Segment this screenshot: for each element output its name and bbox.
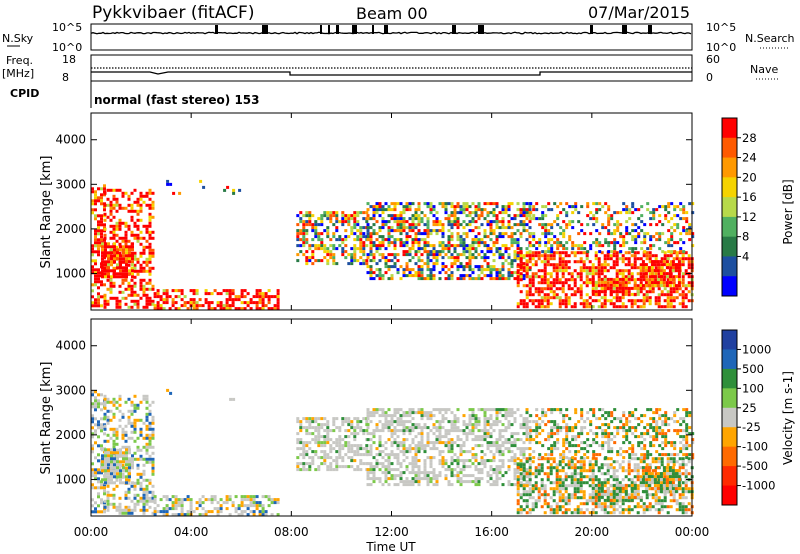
velocity-cells [91,388,695,517]
colorbar-swatch [722,427,737,448]
x-tick-label: 08:00 [274,525,309,539]
colorbar-swatch [722,197,737,218]
freq-trace [91,67,692,76]
power-colorbar: 28 24 20 16 12 8 4 [721,117,757,297]
power-panel: 4000 3000 2000 1000 Slant Range [km] 28 24 20… [39,112,795,311]
nsky-tick-bottom: 10^0 [52,41,82,54]
y-tick-label: 1000 [55,472,86,486]
nsky-label: N.Sky [2,32,34,45]
colorbar-swatch [722,466,737,487]
y-tick-label: 3000 [55,177,86,191]
colorbar-tick-label: 12 [742,210,757,224]
x-tick-label: 00:00 [74,525,109,539]
colorbar-tick-label: -100 [742,440,768,454]
station-title: Pykkvibaer (fitACF) [92,3,254,23]
colorbar-tick-label: 24 [742,151,757,165]
colorbar-swatch [722,485,737,506]
power-colorbar-label: Power [dB] [781,179,795,244]
x-tick-label: 20:00 [575,525,610,539]
colorbar-swatch [722,330,737,350]
power-cells [91,179,695,311]
velocity-ylabel: Slant Range [km] [39,362,54,475]
velocity-colorbar-label: Velocity [m s-1] [781,371,795,465]
x-axis-label: Time UT [365,540,416,554]
y-tick-label: 2000 [55,222,86,236]
cpid-label: CPID [10,87,39,100]
colorbar-tick-label: 8 [742,230,749,244]
colorbar-tick-label: 16 [742,190,757,204]
colorbar-swatch [722,407,737,428]
velocity-colorbar: 1000 500 100 25 -25 -100 -500 -1000 [721,329,775,506]
freq-label: Freq. [6,54,33,67]
beam-title: Beam 00 [356,4,428,23]
colorbar-swatch [722,388,737,409]
nsky-tick-top: 10^5 [52,21,82,34]
freq-unit: [MHz] [2,67,34,80]
colorbar-swatch [722,118,737,139]
colorbar-tick-label: -1000 [742,479,775,493]
nsearch-label: N.Search [745,32,795,45]
colorbar-tick-label: 4 [742,249,749,263]
x-axis: 00:00 04:00 08:00 12:00 16:00 20:00 00:00 [74,113,710,539]
colorbar-swatch [722,216,737,238]
velocity-axis: 4000 3000 2000 1000 [55,339,692,486]
date-title: 07/Mar/2015 [588,3,690,22]
nave-tick-bottom: 0 [706,71,713,84]
x-tick-label: 04:00 [174,525,209,539]
colorbar-swatch [722,236,737,257]
colorbar-tick-label: 100 [742,381,764,395]
colorbar-tick-label: 1000 [742,342,771,356]
freq-panel: Freq. [MHz] 18 8 60 0 Nave [2,53,778,84]
colorbar-swatch [722,446,737,467]
colorbar-tick-label: 28 [742,131,757,145]
freq-tick-bottom: 8 [62,71,69,84]
colorbar-swatch [722,177,737,198]
y-tick-label: 1000 [55,266,86,280]
velocity-panel: 4000 3000 2000 1000 Slant Range [km] 1000 50… [39,318,795,517]
cpid-panel: CPID normal (fast stereo) 153 [10,81,260,108]
y-tick-label: 4000 [55,133,86,147]
colorbar-tick-label: 500 [742,362,764,376]
y-tick-label: 3000 [55,383,86,397]
nsearch-tick-bottom: 10^0 [706,41,736,54]
y-tick-label: 2000 [55,428,86,442]
x-tick-label: 12:00 [374,525,409,539]
colorbar-swatch [722,137,737,159]
colorbar-swatch [722,368,737,389]
cpid-value: normal (fast stereo) 153 [94,93,260,107]
x-tick-label: 00:00 [675,525,710,539]
colorbar-swatch [722,349,737,370]
x-tick-label: 16:00 [474,525,509,539]
colorbar-swatch [722,256,737,277]
nsky-panel: N.Sky 10^5 10^0 10^5 10^0 N.Search [2,21,795,54]
power-ylabel: Slant Range [km] [39,156,54,269]
power-axis: 4000 3000 2000 1000 [55,133,692,280]
colorbar-tick-label: -25 [742,420,761,434]
colorbar-swatch [722,157,737,178]
freq-tick-top: 18 [62,53,76,66]
nave-label: Nave [750,63,778,76]
colorbar-tick-label: 20 [742,170,757,184]
colorbar-swatch [722,276,737,297]
colorbar-tick-label: -500 [742,459,768,473]
y-tick-label: 4000 [55,339,86,353]
nsearch-tick-top: 10^5 [706,21,736,34]
nave-tick-top: 60 [706,53,720,66]
colorbar-tick-label: 25 [742,401,757,415]
nsky-trace [90,25,692,35]
